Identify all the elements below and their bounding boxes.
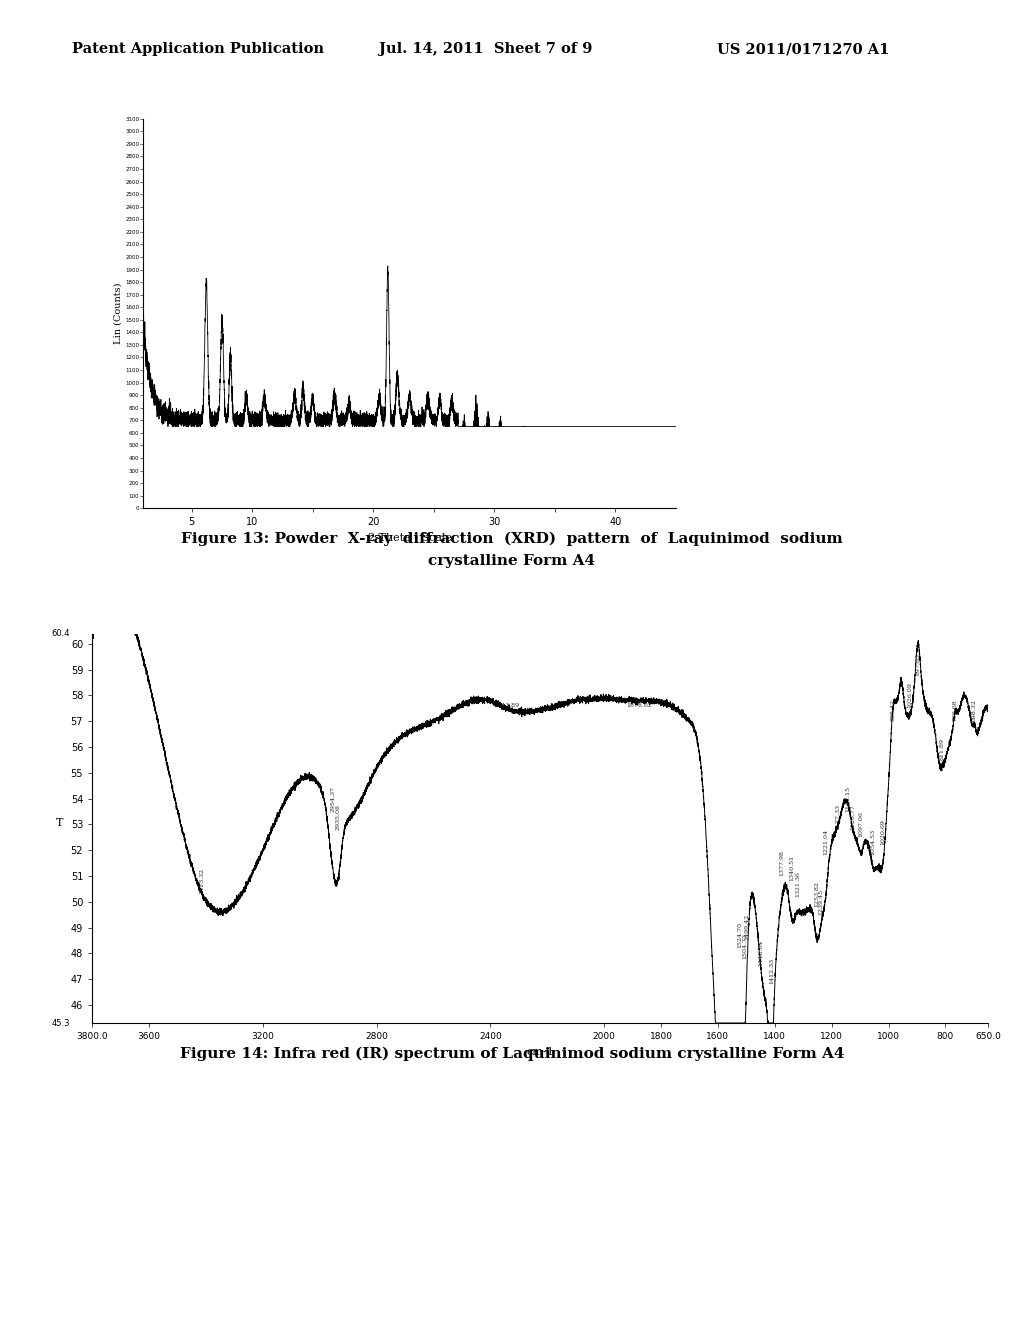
Text: 1126.77: 1126.77 (850, 804, 855, 829)
Text: 766.08: 766.08 (952, 700, 957, 721)
Text: 1026.09: 1026.09 (907, 682, 912, 709)
Text: 2954.37: 2954.37 (331, 785, 335, 812)
Text: 2343.89: 2343.89 (494, 704, 519, 709)
X-axis label: cm-1: cm-1 (526, 1047, 554, 1056)
Text: 2935.08: 2935.08 (336, 804, 341, 829)
Text: 1340.51: 1340.51 (790, 855, 795, 882)
Text: 3413.32: 3413.32 (200, 869, 205, 894)
Text: 45.3: 45.3 (51, 1019, 70, 1027)
Text: 1377.98: 1377.98 (779, 850, 783, 876)
Text: 1412.33: 1412.33 (769, 958, 774, 985)
Text: Figure 13: Powder  X-ray  diffraction  (XRD)  pattern  of  Laquinimod  sodium: Figure 13: Powder X-ray diffraction (XRD… (181, 532, 843, 546)
Text: 60.4: 60.4 (51, 630, 70, 638)
Text: 1020.69: 1020.69 (881, 820, 886, 845)
Text: 1499.42: 1499.42 (744, 915, 750, 940)
Text: 1253.82: 1253.82 (814, 880, 819, 907)
Text: 1097.06: 1097.06 (858, 812, 863, 837)
Text: Patent Application Publication: Patent Application Publication (72, 42, 324, 57)
Text: 1321.36: 1321.36 (795, 871, 800, 896)
Text: US 2011/0171270 A1: US 2011/0171270 A1 (717, 42, 889, 57)
Text: 1054.53: 1054.53 (870, 829, 876, 855)
Text: 985.42: 985.42 (891, 700, 895, 721)
Text: 1177.33: 1177.33 (836, 804, 841, 829)
Text: 811.89: 811.89 (940, 738, 945, 760)
Text: 1448.04: 1448.04 (759, 940, 764, 966)
Text: 1142.15: 1142.15 (846, 785, 851, 812)
Text: 1524.70: 1524.70 (737, 923, 742, 948)
Y-axis label: T: T (56, 818, 63, 829)
Text: Figure 14: Infra red (IR) spectrum of Laquinimod sodium crystalline Form A4: Figure 14: Infra red (IR) spectrum of La… (180, 1047, 844, 1061)
Text: 1239.45: 1239.45 (818, 888, 823, 915)
Text: 1221.04: 1221.04 (823, 829, 828, 855)
Text: Jul. 14, 2011  Sheet 7 of 9: Jul. 14, 2011 Sheet 7 of 9 (379, 42, 592, 57)
Text: 897.63: 897.63 (915, 653, 921, 675)
X-axis label: 2-Theta - Scale: 2-Theta - Scale (368, 533, 452, 543)
Text: 1878.62: 1878.62 (626, 704, 652, 709)
Text: crystalline Form A4: crystalline Form A4 (428, 554, 596, 569)
Text: 698.32: 698.32 (972, 700, 977, 721)
Text: 1504.72: 1504.72 (742, 932, 748, 958)
Y-axis label: Lin (Counts): Lin (Counts) (114, 282, 123, 345)
